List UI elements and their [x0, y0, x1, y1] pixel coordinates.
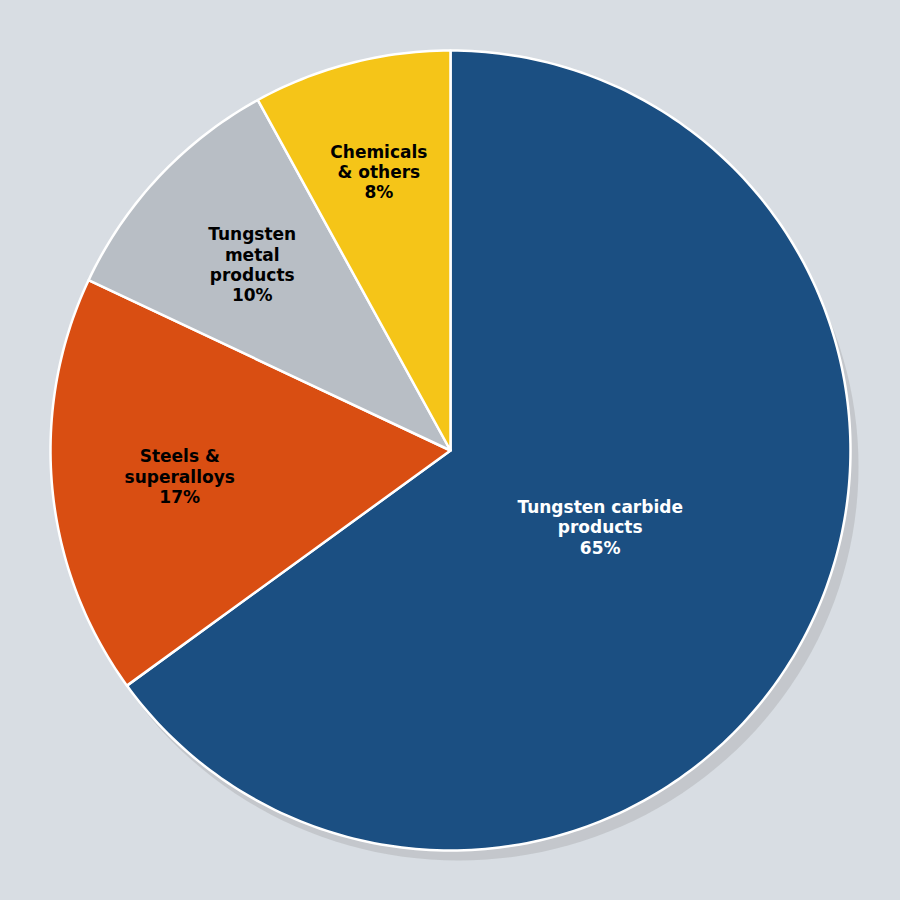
svg-text:Steels &superalloys17%: Steels &superalloys17%	[125, 446, 235, 507]
svg-text:Tungsten carbideproducts65%: Tungsten carbideproducts65%	[517, 497, 683, 558]
svg-text:Tungstenmetalproducts10%: Tungstenmetalproducts10%	[208, 224, 296, 305]
svg-text:Chemicals& others8%: Chemicals& others8%	[330, 142, 427, 203]
